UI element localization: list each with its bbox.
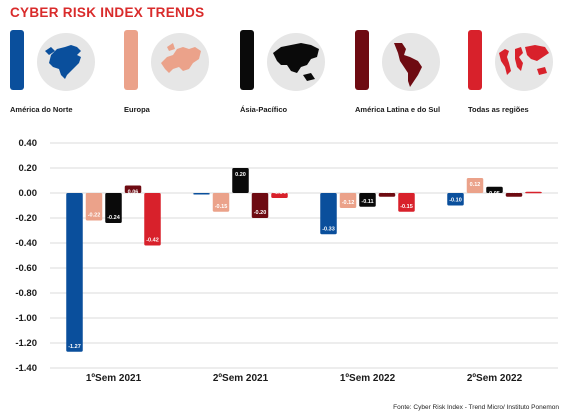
bar — [232, 168, 249, 193]
bar — [447, 193, 464, 206]
asia-pacific-map-icon — [267, 33, 325, 91]
bar — [212, 193, 230, 212]
north-america-map-icon — [37, 33, 95, 91]
bar — [525, 191, 542, 194]
europe-map-icon — [151, 33, 209, 91]
bar — [251, 193, 269, 218]
x-category-label: 1ºSem 2021 — [86, 373, 142, 384]
bar — [339, 193, 357, 208]
legend-item-europe: Europa — [124, 30, 234, 120]
bar — [486, 186, 503, 193]
y-tick-label: -0.40 — [15, 238, 37, 249]
bar — [466, 178, 484, 193]
legend-label: América Latina e do Sul — [355, 105, 441, 114]
legend-label: Ásia-Pacífico — [240, 105, 288, 114]
data-label: -0.03 — [381, 189, 394, 195]
legend-swatch — [468, 30, 482, 90]
data-label: 0.20 — [235, 172, 246, 178]
bar — [398, 193, 415, 212]
bar — [359, 193, 376, 207]
bar-chart: 0.40 0.20 0.00 -0.20 -0.40 -0.60 -0.80 -1.00 -1.… — [15, 138, 558, 384]
data-label: -0.24 — [107, 215, 120, 221]
data-label: -0.12 — [342, 200, 355, 206]
bar — [105, 193, 122, 223]
bar — [193, 193, 210, 195]
bar — [271, 193, 288, 198]
bar — [320, 193, 337, 235]
data-label: 0.12 — [470, 182, 481, 188]
legend-label: América do Norte — [10, 105, 73, 114]
data-label: -0.42 — [146, 238, 159, 244]
legend-swatch — [355, 30, 369, 90]
y-tick-label: 0.20 — [19, 163, 38, 174]
data-label: -0.10 — [449, 198, 462, 204]
data-label: -0.15 — [400, 204, 413, 210]
source-note: Fonte: Cyber Risk Index - Trend Micro/ I… — [393, 404, 559, 411]
chart-title: CYBER RISK INDEX TRENDS — [10, 5, 205, 20]
bar — [144, 193, 161, 246]
x-category-label: 2ºSem 2022 — [467, 373, 523, 384]
legend-swatch — [124, 30, 138, 90]
bar — [124, 185, 142, 193]
data-label: 0.06 — [128, 190, 139, 196]
data-label: -0.11 — [361, 199, 373, 205]
y-tick-label: -0.80 — [15, 288, 37, 299]
legend-item-all-regions: Todas as regiões — [468, 30, 569, 120]
y-tick-label: -1.20 — [15, 338, 37, 349]
x-category-label: 1ºSem 2022 — [340, 373, 396, 384]
legend-item-asia-pacific: Ásia-Pacífico — [240, 30, 350, 120]
latin-america-map-icon — [382, 33, 440, 91]
data-label: -0.03 — [508, 189, 521, 195]
data-label: 0.05 — [489, 191, 500, 197]
bar — [85, 193, 103, 221]
legend-item-latin-america: América Latina e do Sul — [355, 30, 465, 120]
bar — [66, 193, 83, 352]
data-label: -0.20 — [254, 210, 267, 216]
legend: América do Norte Europa Ásia-Pacífico — [0, 30, 569, 120]
x-category-label: 2ºSem 2021 — [213, 373, 269, 384]
data-label: -0.04 — [273, 190, 286, 196]
legend-swatch — [10, 30, 24, 90]
legend-label: Europa — [124, 105, 150, 114]
data-label: -0.22 — [88, 213, 101, 219]
y-tick-label: -0.20 — [15, 213, 37, 224]
data-label: -0.15 — [215, 204, 228, 210]
data-label: 0.01 — [528, 196, 539, 202]
legend-label: Todas as regiões — [468, 105, 529, 114]
y-tick-label: -1.00 — [15, 313, 37, 324]
data-label: -1.27 — [68, 344, 81, 350]
y-tick-label: -1.40 — [15, 363, 37, 374]
y-tick-label: 0.40 — [19, 138, 38, 149]
data-label: -0.01 — [195, 187, 208, 193]
y-tick-label: 0.00 — [19, 188, 38, 199]
data-label: -0.33 — [322, 226, 335, 232]
bar — [505, 193, 523, 197]
world-map-icon — [495, 33, 553, 91]
bar — [378, 193, 396, 197]
y-tick-label: -0.60 — [15, 263, 37, 274]
legend-swatch — [240, 30, 254, 90]
legend-item-north-america: América do Norte — [10, 30, 120, 120]
